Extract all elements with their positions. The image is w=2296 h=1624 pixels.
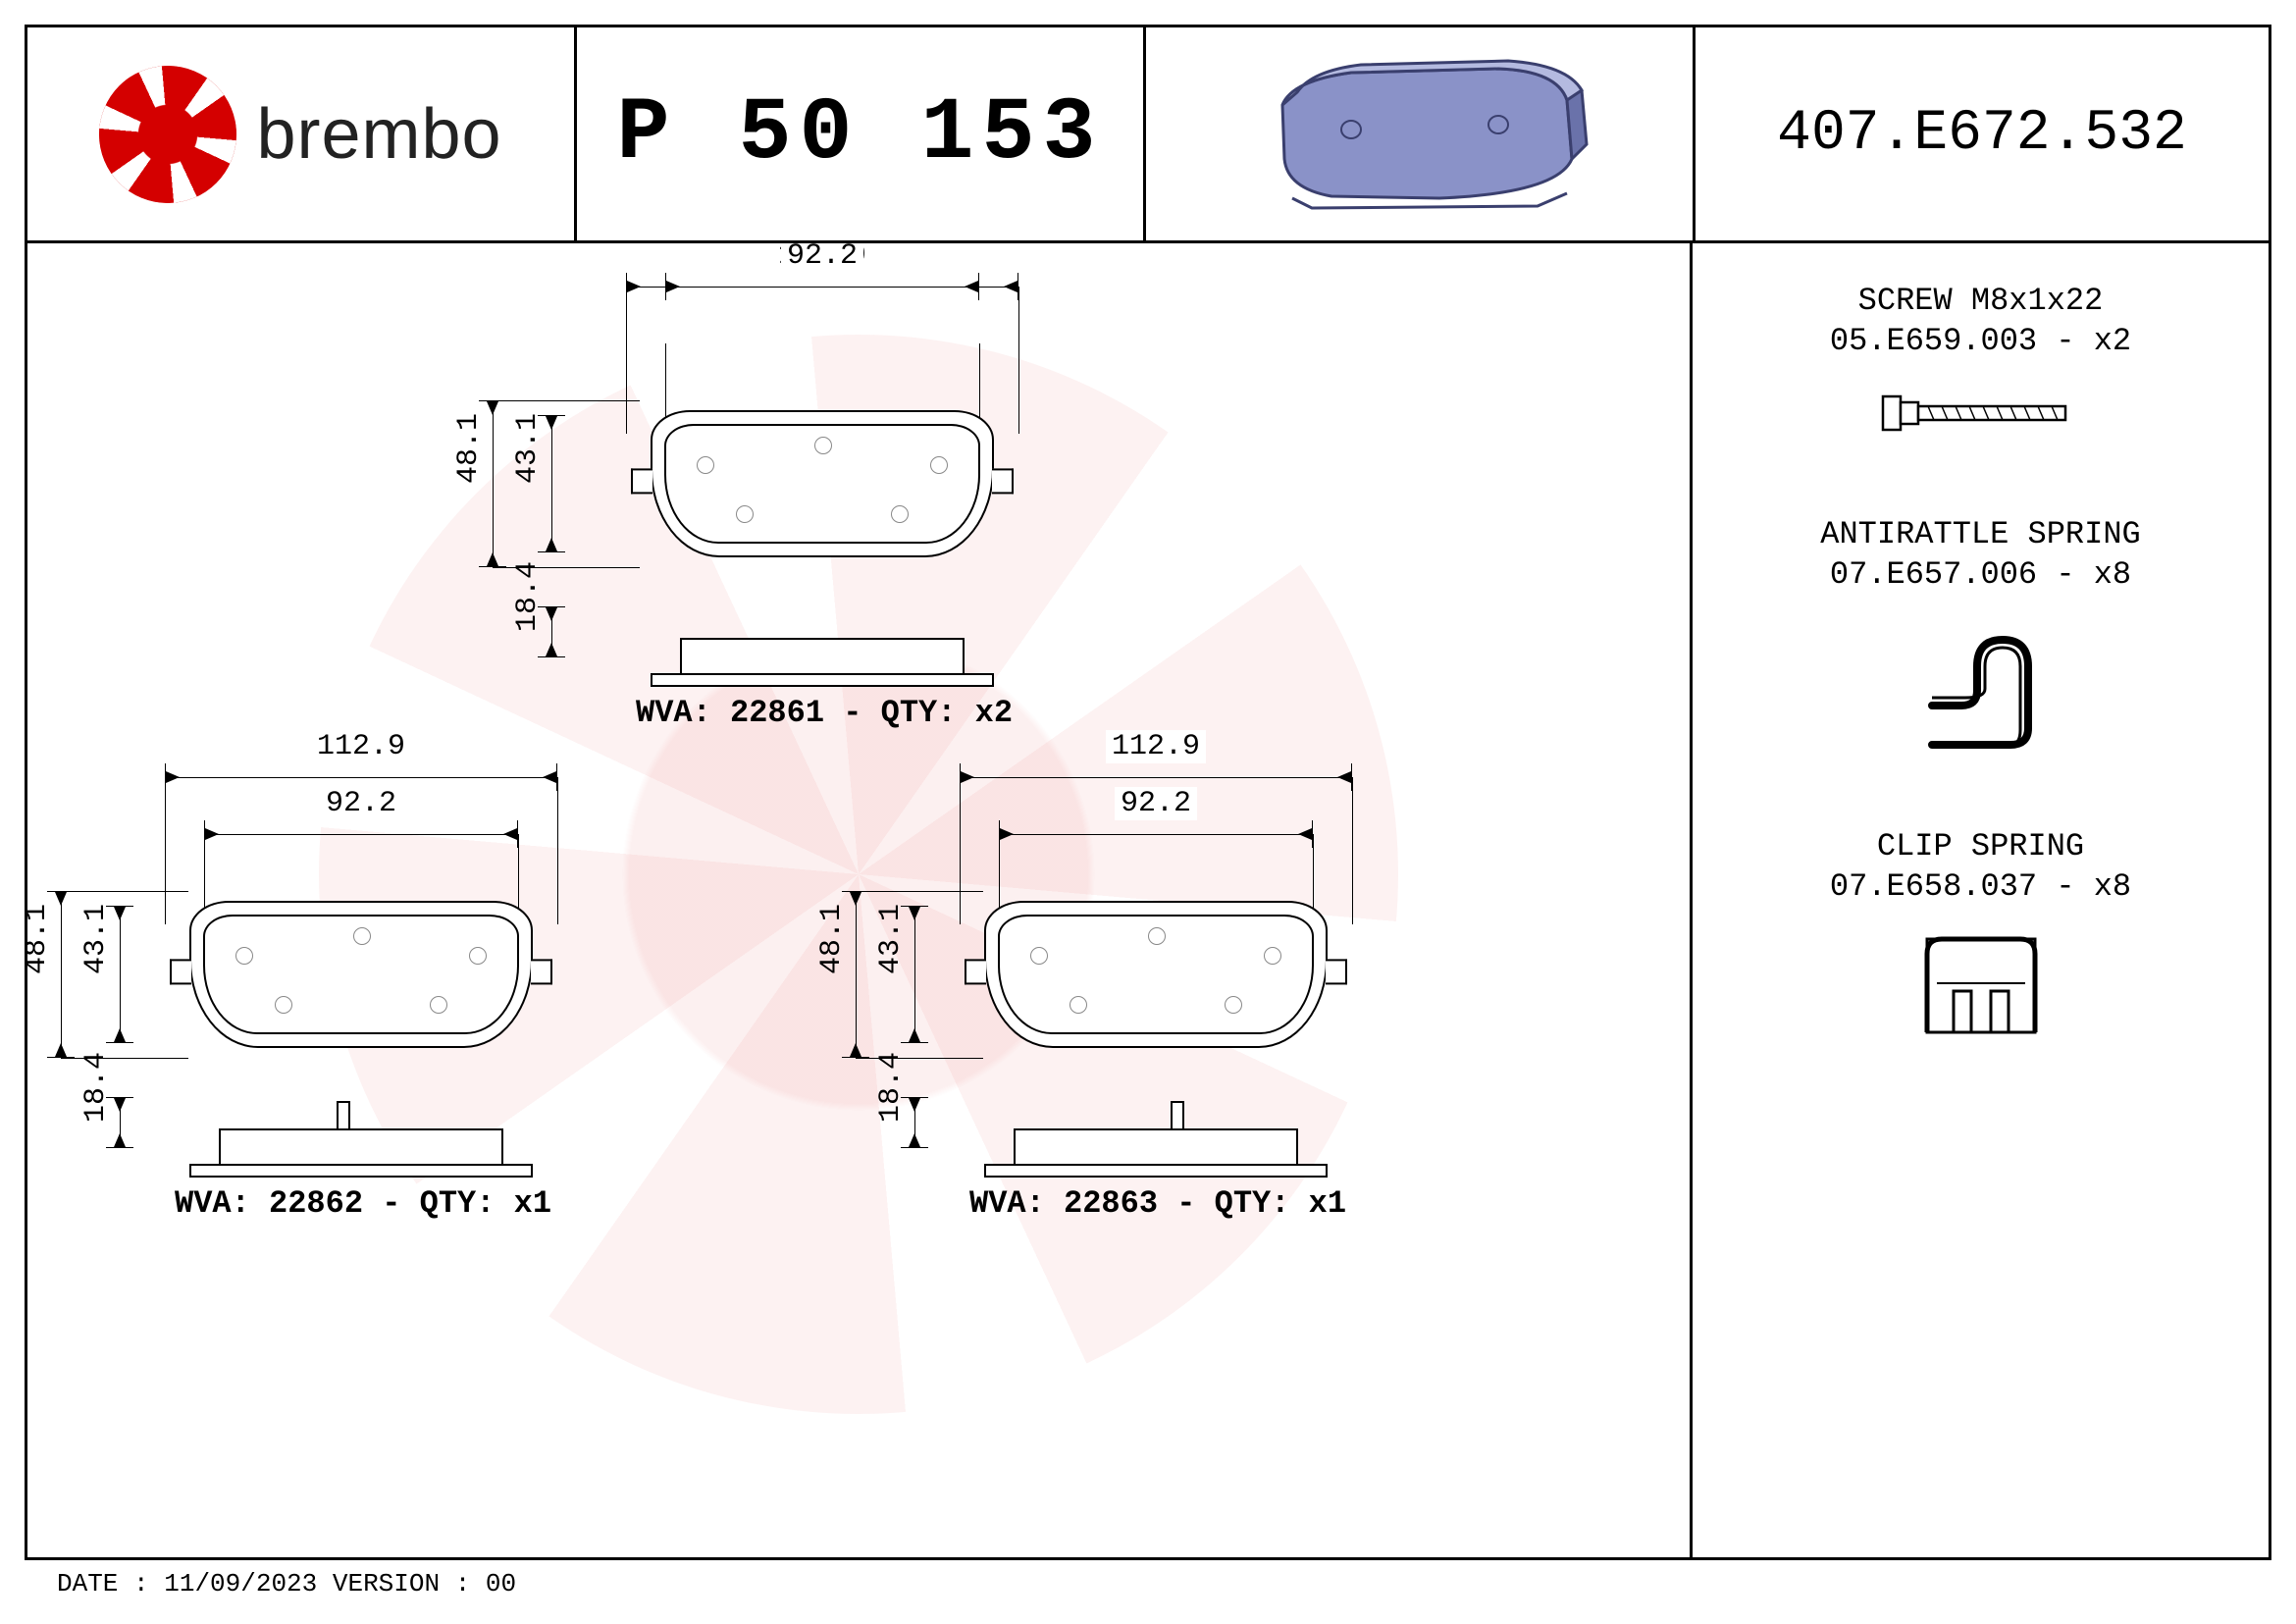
dim-value: 48.1 — [452, 413, 486, 484]
dim-thickness: 18.4 — [106, 1097, 133, 1148]
dim-height-inner: 43.1 — [106, 906, 133, 1043]
qty-label: QTY: — [881, 695, 957, 731]
dim-width-inner: 92.2 — [204, 820, 518, 848]
dim-value: 43.1 — [511, 413, 545, 484]
accessory-screw: SCREW M8x1x22 05.E659.003 - x2 — [1722, 283, 2239, 447]
wva-value: 22862 — [269, 1185, 363, 1222]
dim-value: 18.4 — [874, 1052, 908, 1123]
dim-value: 92.2 — [1115, 787, 1197, 820]
version-label: VERSION : — [333, 1569, 470, 1598]
pad-side-view — [984, 1126, 1328, 1178]
pad-front-view — [984, 901, 1328, 1048]
brembo-logo-icon — [99, 66, 236, 203]
dim-value: 43.1 — [874, 904, 908, 974]
dim-width-inner: 92.2 — [665, 273, 979, 300]
pad-caption: WVA: 22862 - QTY: x1 — [175, 1185, 551, 1222]
brand-name: brembo — [256, 94, 501, 175]
pad-side-view — [651, 636, 994, 687]
dim-width-inner: 92.2 — [999, 820, 1313, 848]
qty-label: QTY: — [420, 1185, 496, 1222]
wva-label: WVA: — [636, 695, 711, 731]
dim-value: 112.9 — [311, 730, 411, 763]
pad-front-view — [189, 901, 533, 1048]
accessories-panel: SCREW M8x1x22 05.E659.003 - x2 ANTIRATTL… — [1690, 243, 2269, 1557]
dim-height-inner: 43.1 — [538, 415, 565, 552]
dim-value: 112.9 — [1106, 730, 1206, 763]
accessory-title: SCREW M8x1x22 — [1722, 283, 2239, 319]
drawing-code: 407.E672.532 — [1696, 27, 2269, 240]
dim-value: 48.1 — [27, 904, 54, 974]
accessory-code: 07.E657.006 - x8 — [1722, 556, 2239, 593]
wva-label: WVA: — [969, 1185, 1045, 1222]
dim-value: 92.2 — [320, 787, 402, 820]
screw-icon — [1722, 379, 2239, 447]
qty-value: x1 — [514, 1185, 551, 1222]
dim-height-overall: 48.1 — [47, 891, 75, 1058]
footer: DATE : 11/09/2023 VERSION : 00 — [57, 1569, 516, 1598]
spring-icon — [1722, 612, 2239, 760]
dim-thickness: 18.4 — [538, 606, 565, 657]
pad-caption: WVA: 22863 - QTY: x1 — [969, 1185, 1346, 1222]
date-value: 11/09/2023 — [164, 1569, 317, 1598]
clip-icon — [1722, 924, 2239, 1052]
wva-label: WVA: — [175, 1185, 250, 1222]
dim-height-overall: 48.1 — [842, 891, 869, 1058]
accessory-code: 07.E658.037 - x8 — [1722, 868, 2239, 905]
brand-cell: brembo — [27, 27, 577, 240]
dim-thickness: 18.4 — [901, 1097, 928, 1148]
dim-value: 48.1 — [815, 904, 849, 974]
drawing-area: 112.9 92.2 48.1 43.1 — [27, 243, 1690, 1557]
wva-value: 22861 — [730, 695, 824, 731]
qty-label: QTY: — [1215, 1185, 1290, 1222]
dim-value: 18.4 — [79, 1052, 113, 1123]
accessory-clip-spring: CLIP SPRING 07.E658.037 - x8 — [1722, 828, 2239, 1052]
part-number: P 50 153 — [577, 27, 1146, 240]
accessory-antirattle-spring: ANTIRATTLE SPRING 07.E657.006 - x8 — [1722, 516, 2239, 760]
pad-side-view — [189, 1126, 533, 1178]
version-value: 00 — [486, 1569, 516, 1598]
dim-value: 18.4 — [511, 561, 545, 632]
accessory-code: 05.E659.003 - x2 — [1722, 323, 2239, 359]
body: 112.9 92.2 48.1 43.1 — [27, 243, 2269, 1557]
qty-value: x1 — [1309, 1185, 1346, 1222]
brake-pad-3d-icon — [1243, 51, 1596, 218]
dim-value: 92.2 — [781, 243, 863, 273]
date-label: DATE : — [57, 1569, 149, 1598]
product-render — [1146, 27, 1696, 240]
wva-value: 22863 — [1064, 1185, 1158, 1222]
drawing-sheet: brembo P 50 153 407.E672.532 112.9 — [25, 25, 2271, 1560]
accessory-title: CLIP SPRING — [1722, 828, 2239, 864]
pad-caption: WVA: 22861 - QTY: x2 — [636, 695, 1013, 731]
title-block: brembo P 50 153 407.E672.532 — [27, 27, 2269, 243]
pad-front-view — [651, 410, 994, 557]
dim-height-overall: 48.1 — [479, 400, 506, 567]
dim-height-inner: 43.1 — [901, 906, 928, 1043]
accessory-title: ANTIRATTLE SPRING — [1722, 516, 2239, 552]
dim-value: 43.1 — [79, 904, 113, 974]
qty-value: x2 — [975, 695, 1013, 731]
